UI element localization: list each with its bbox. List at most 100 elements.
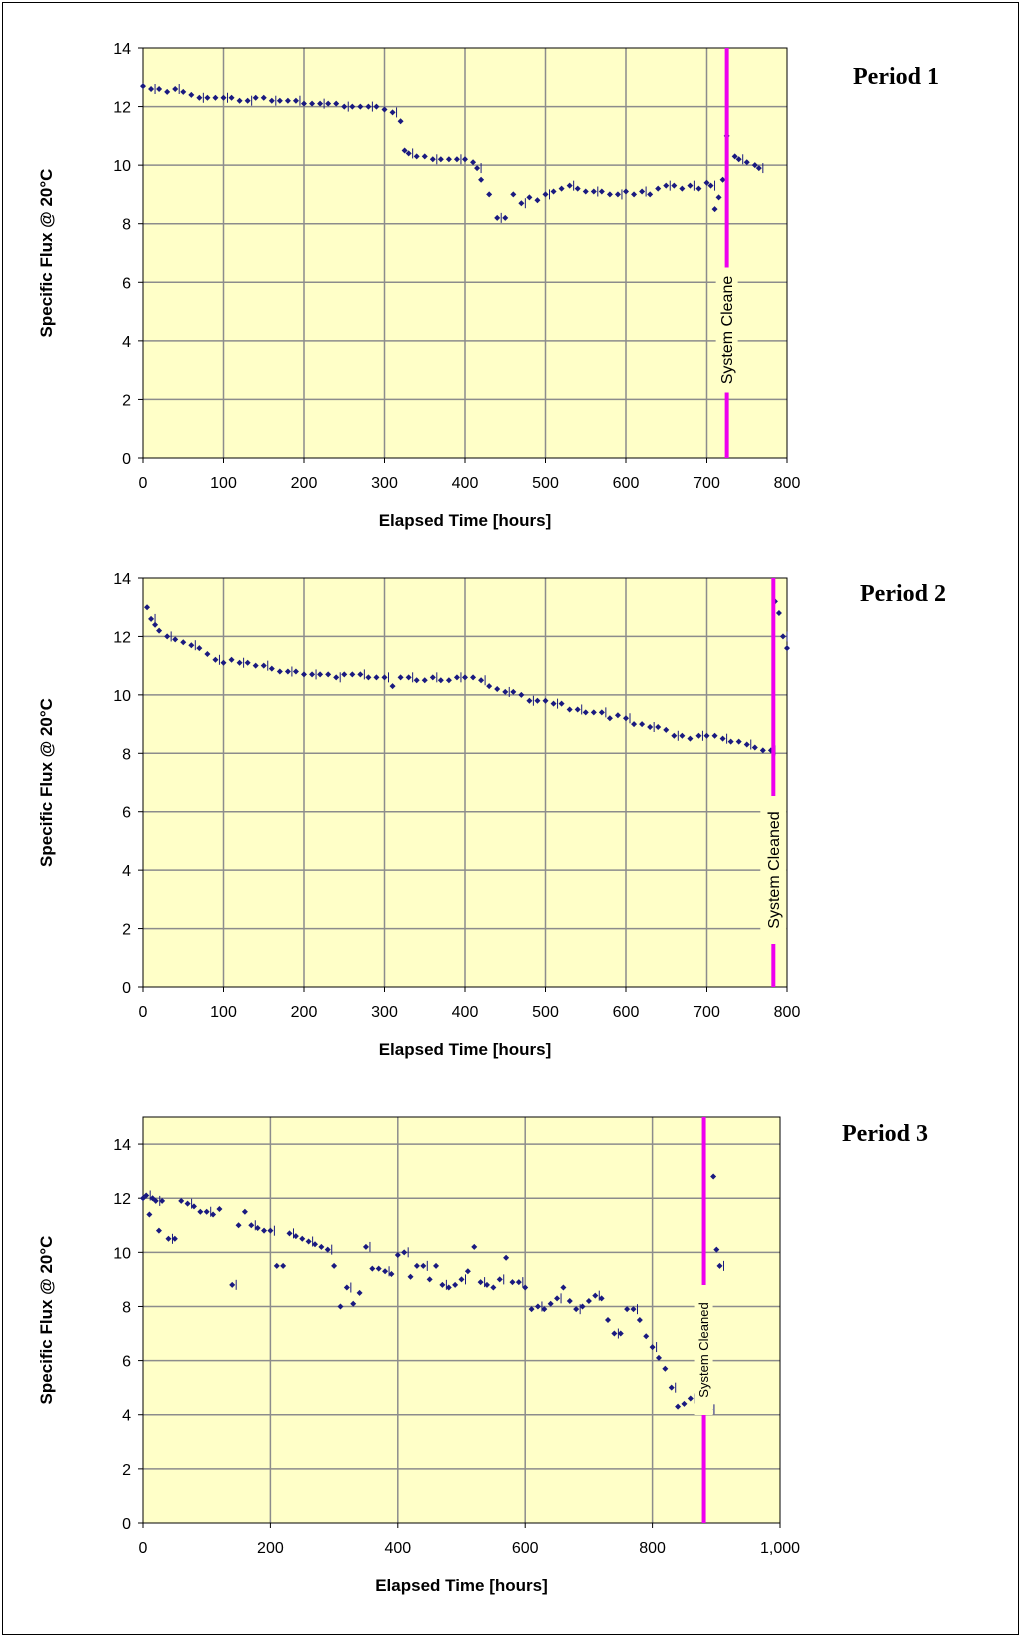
data-point	[397, 674, 404, 681]
data-point	[671, 732, 678, 739]
data-point	[216, 1206, 223, 1213]
data-point	[643, 1333, 650, 1340]
data-point	[197, 1208, 204, 1215]
data-point	[719, 176, 726, 183]
data-point	[164, 88, 171, 95]
data-point	[671, 182, 678, 189]
data-point	[146, 1211, 153, 1218]
x-tick-label: 200	[291, 475, 318, 492]
plot-border	[142, 47, 788, 459]
data-point	[156, 627, 163, 634]
data-point	[550, 188, 557, 195]
data-point	[614, 712, 621, 719]
data-point	[212, 94, 219, 101]
data-point	[164, 633, 171, 640]
data-point	[210, 1211, 217, 1218]
y-tick-label: 10	[113, 688, 131, 705]
y-axis-title: Specific Flux @ 20°C	[37, 169, 56, 338]
data-point	[631, 191, 638, 198]
data-point	[711, 732, 718, 739]
data-point	[244, 659, 251, 666]
y-tick-label: 8	[122, 746, 131, 763]
data-point	[522, 1284, 529, 1291]
data-point	[433, 1262, 440, 1269]
data-point	[373, 103, 380, 110]
data-point	[687, 735, 694, 742]
x-tick-label: 500	[532, 475, 559, 492]
data-point	[309, 671, 316, 678]
data-point	[172, 86, 179, 92]
x-tick-label: 400	[452, 475, 479, 492]
data-point	[510, 191, 517, 198]
data-point	[534, 1303, 541, 1310]
data-point	[220, 659, 227, 666]
plot-border	[142, 1116, 781, 1524]
x-tick-label: 600	[512, 1540, 539, 1557]
data-point	[252, 94, 259, 101]
data-point	[178, 1197, 185, 1204]
y-tick-label: 6	[122, 1354, 131, 1371]
data-point	[623, 715, 629, 722]
chart-period-2: 0 100 200 300 400 500 600 700 800 0 2 4 6 8 10 12 14 Syst…	[37, 571, 946, 1059]
data-point	[429, 674, 436, 681]
data-point	[260, 94, 267, 101]
y-tick-label: 4	[122, 863, 131, 880]
data-point	[494, 686, 501, 693]
y-tick-label: 4	[122, 1408, 131, 1425]
data-point	[598, 188, 605, 195]
plot-area	[143, 1117, 780, 1523]
data-point	[598, 1295, 605, 1302]
data-point	[267, 1227, 274, 1234]
data-point	[299, 1235, 306, 1242]
data-point	[280, 1262, 287, 1269]
data-point	[534, 697, 541, 704]
data-point	[478, 677, 485, 684]
data-point	[526, 697, 533, 704]
data-point	[592, 1292, 599, 1299]
x-tick-label: 400	[384, 1540, 411, 1557]
data-point	[333, 674, 340, 681]
data-point	[503, 1254, 510, 1261]
data-point	[437, 677, 444, 684]
data-point	[301, 100, 307, 107]
x-axis-title: Elapsed Time [hours]	[379, 1040, 552, 1059]
data-point	[421, 153, 428, 160]
data-point	[333, 100, 340, 107]
data-point	[148, 86, 155, 92]
data-point	[630, 1306, 637, 1313]
data-point	[394, 1252, 401, 1259]
data-point	[636, 1317, 643, 1323]
data-point	[413, 153, 420, 160]
data-point	[236, 97, 243, 104]
data-point	[679, 732, 686, 739]
data-point	[710, 1173, 717, 1180]
data-point	[389, 683, 396, 690]
data-point	[305, 1238, 312, 1245]
x-tick-label: 0	[139, 1540, 148, 1557]
plot-border	[142, 577, 788, 988]
data-point	[248, 1222, 255, 1229]
data-point	[681, 1400, 688, 1407]
data-point	[318, 1243, 325, 1250]
data-point	[190, 1203, 197, 1210]
y-tick-label: 0	[122, 451, 131, 468]
data-point	[401, 147, 408, 154]
x-axis-title: Elapsed Time [hours]	[379, 511, 552, 530]
data-point	[244, 97, 251, 104]
data-point	[528, 1306, 535, 1313]
data-point	[337, 1303, 344, 1310]
data-point	[703, 179, 710, 186]
period-label: Period 2	[860, 581, 946, 607]
data-point	[324, 1246, 331, 1253]
data-point	[558, 185, 565, 192]
x-tick-label: 800	[774, 1004, 801, 1021]
y-tick-label: 12	[113, 100, 131, 117]
data-point	[357, 103, 364, 110]
data-point	[292, 97, 299, 104]
data-point	[405, 150, 412, 157]
data-point	[260, 662, 267, 669]
data-point	[695, 185, 702, 192]
y-tick-label: 10	[113, 158, 131, 175]
data-point	[486, 191, 493, 198]
x-tick-label: 200	[291, 1004, 318, 1021]
